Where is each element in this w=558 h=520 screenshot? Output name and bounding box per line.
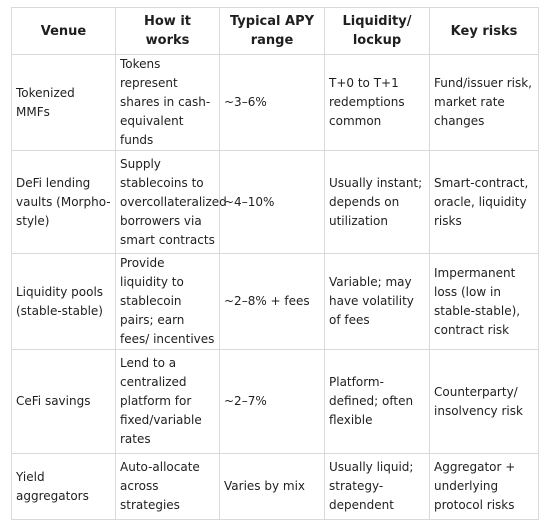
header-liquidity-lockup: Liquidity/ lockup (324, 7, 430, 55)
comparison-table-container: Venue How it works Typical APY range Liq… (11, 7, 539, 520)
cell-how-it-works: Supply stablecoins to overcollateralized… (115, 150, 227, 254)
header-key-risks: Key risks (429, 7, 539, 55)
cell-how-it-works: Auto-allocate across strategies (115, 453, 220, 520)
cell-risks: Smart-contract, oracle, liquidity risks (429, 150, 539, 254)
cell-apy: Varies by mix (219, 453, 325, 520)
cell-risks: Aggregator + underlying protocol risks (429, 453, 539, 520)
cell-liquidity: T+0 to T+1 redemptions common (324, 54, 430, 151)
table-row: DeFi lending vaults (Morpho-style) Suppl… (11, 150, 539, 254)
table-row: Yield aggregators Auto-allocate across s… (11, 453, 539, 520)
cell-apy: ~2–8% + fees (219, 253, 325, 350)
cell-risks: Fund/issuer risk, market rate changes (429, 54, 539, 151)
cell-liquidity: Platform-defined; often flexible (324, 349, 430, 454)
yield-venues-table: Venue How it works Typical APY range Liq… (11, 7, 539, 520)
header-how-it-works: How it works (115, 7, 220, 55)
cell-venue: Liquidity pools (stable-stable) (11, 253, 116, 350)
table-row: Tokenized MMFs Tokens represent shares i… (11, 54, 539, 151)
table-row: Liquidity pools (stable-stable) Provide … (11, 253, 539, 350)
cell-apy: ~2–7% (219, 349, 325, 454)
cell-liquidity: Usually liquid; strategy-dependent (324, 453, 430, 520)
header-typical-apy-range: Typical APY range (219, 7, 325, 55)
cell-venue: Yield aggregators (11, 453, 116, 520)
cell-venue: Tokenized MMFs (11, 54, 116, 151)
table-header-row: Venue How it works Typical APY range Liq… (11, 7, 539, 55)
cell-apy: ~4–10% (219, 150, 325, 254)
table-row: CeFi savings Lend to a centralized platf… (11, 349, 539, 454)
cell-liquidity: Variable; may have volatility of fees (324, 253, 430, 350)
cell-liquidity: Usually instant; depends on utilization (324, 150, 430, 254)
cell-risks: Impermanent loss (low in stable-stable),… (429, 253, 539, 350)
cell-venue: CeFi savings (11, 349, 116, 454)
cell-how-it-works: Lend to a centralized platform for fixed… (115, 349, 220, 454)
header-venue: Venue (11, 7, 116, 55)
cell-how-it-works: Provide liquidity to stablecoin pairs; e… (115, 253, 220, 350)
cell-apy: ~3–6% (219, 54, 325, 151)
cell-venue: DeFi lending vaults (Morpho-style) (11, 150, 116, 254)
cell-how-it-works: Tokens represent shares in cash-equivale… (115, 54, 220, 151)
cell-risks: Counterparty/ insolvency risk (429, 349, 539, 454)
